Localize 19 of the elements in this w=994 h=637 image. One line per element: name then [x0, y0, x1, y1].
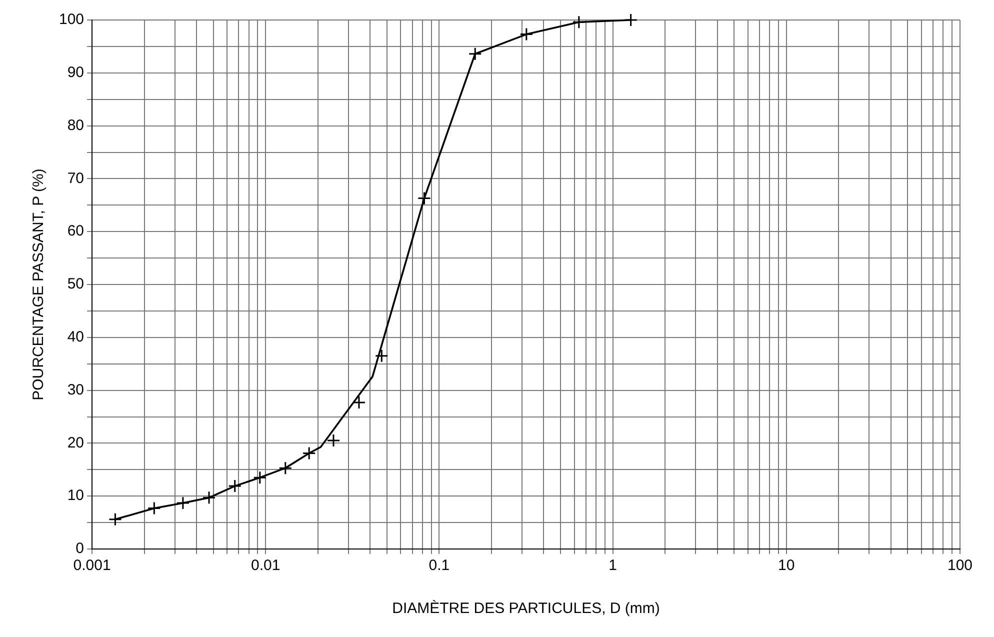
y-tick-label: 80 [67, 116, 84, 134]
x-tick-label: 0.1 [428, 557, 450, 574]
x-tick-label: 1 [608, 557, 617, 574]
x-tick-label: 100 [947, 557, 973, 574]
y-tick-label: 70 [67, 170, 84, 187]
y-tick-label: 0 [76, 540, 84, 558]
x-tick-label: 10 [778, 557, 795, 574]
y-tick-label: 60 [67, 222, 84, 240]
x-tick-label: 0.01 [251, 557, 280, 574]
x-tick-label: 0.001 [73, 557, 111, 574]
y-tick-label: 10 [67, 487, 84, 504]
y-tick-label: 50 [67, 276, 84, 293]
y-tick-label: 90 [67, 64, 84, 82]
y-tick-label: 100 [58, 11, 84, 28]
y-axis-title: POURCENTAGE PASSANT, P (%) [30, 168, 48, 400]
y-tick-label: 30 [67, 381, 84, 398]
x-axis-title: DIAMÈTRE DES PARTICULES, D (mm) [392, 599, 660, 618]
y-tick-label: 40 [67, 328, 84, 346]
y-tick-label: 20 [67, 434, 84, 452]
